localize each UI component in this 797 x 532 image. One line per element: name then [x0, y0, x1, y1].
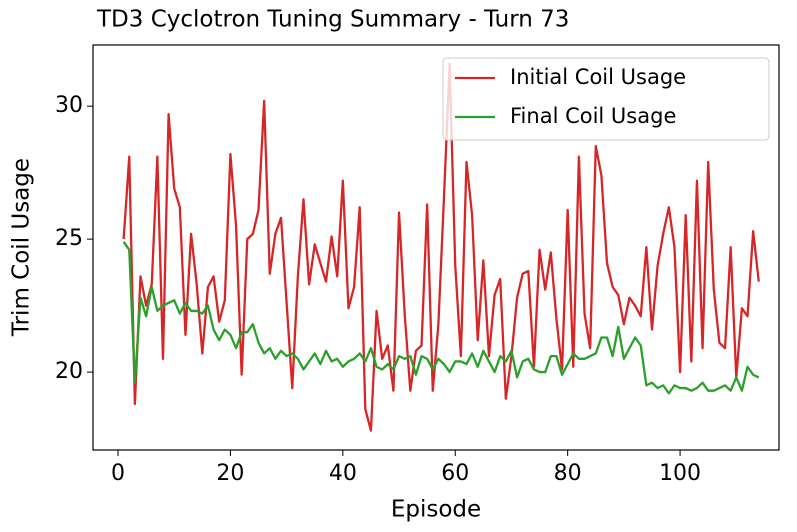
x-tick-label: 80 — [554, 461, 582, 486]
data-line — [122, 241, 760, 395]
y-tick-label: 20 — [55, 359, 83, 384]
legend-label: Initial Coil Usage — [510, 65, 686, 89]
x-axis-label: Episode — [391, 497, 481, 523]
legend-label: Final Coil Usage — [510, 104, 676, 128]
y-tick-label: 25 — [55, 226, 83, 251]
x-tick-label: 40 — [329, 461, 357, 486]
x-tick-label: 60 — [441, 461, 469, 486]
chart-title: TD3 Cyclotron Tuning Summary - Turn 73 — [96, 7, 569, 33]
y-tick-label: 30 — [55, 93, 83, 118]
x-tick-label: 0 — [111, 461, 125, 486]
data-line — [122, 62, 760, 432]
x-tick-label: 100 — [659, 461, 701, 486]
plot-area — [122, 62, 760, 432]
y-axis-label: Trim Coil Usage — [9, 158, 35, 337]
legend-box — [442, 57, 770, 141]
x-tick-label: 20 — [216, 461, 244, 486]
axes-frame — [92, 44, 780, 451]
